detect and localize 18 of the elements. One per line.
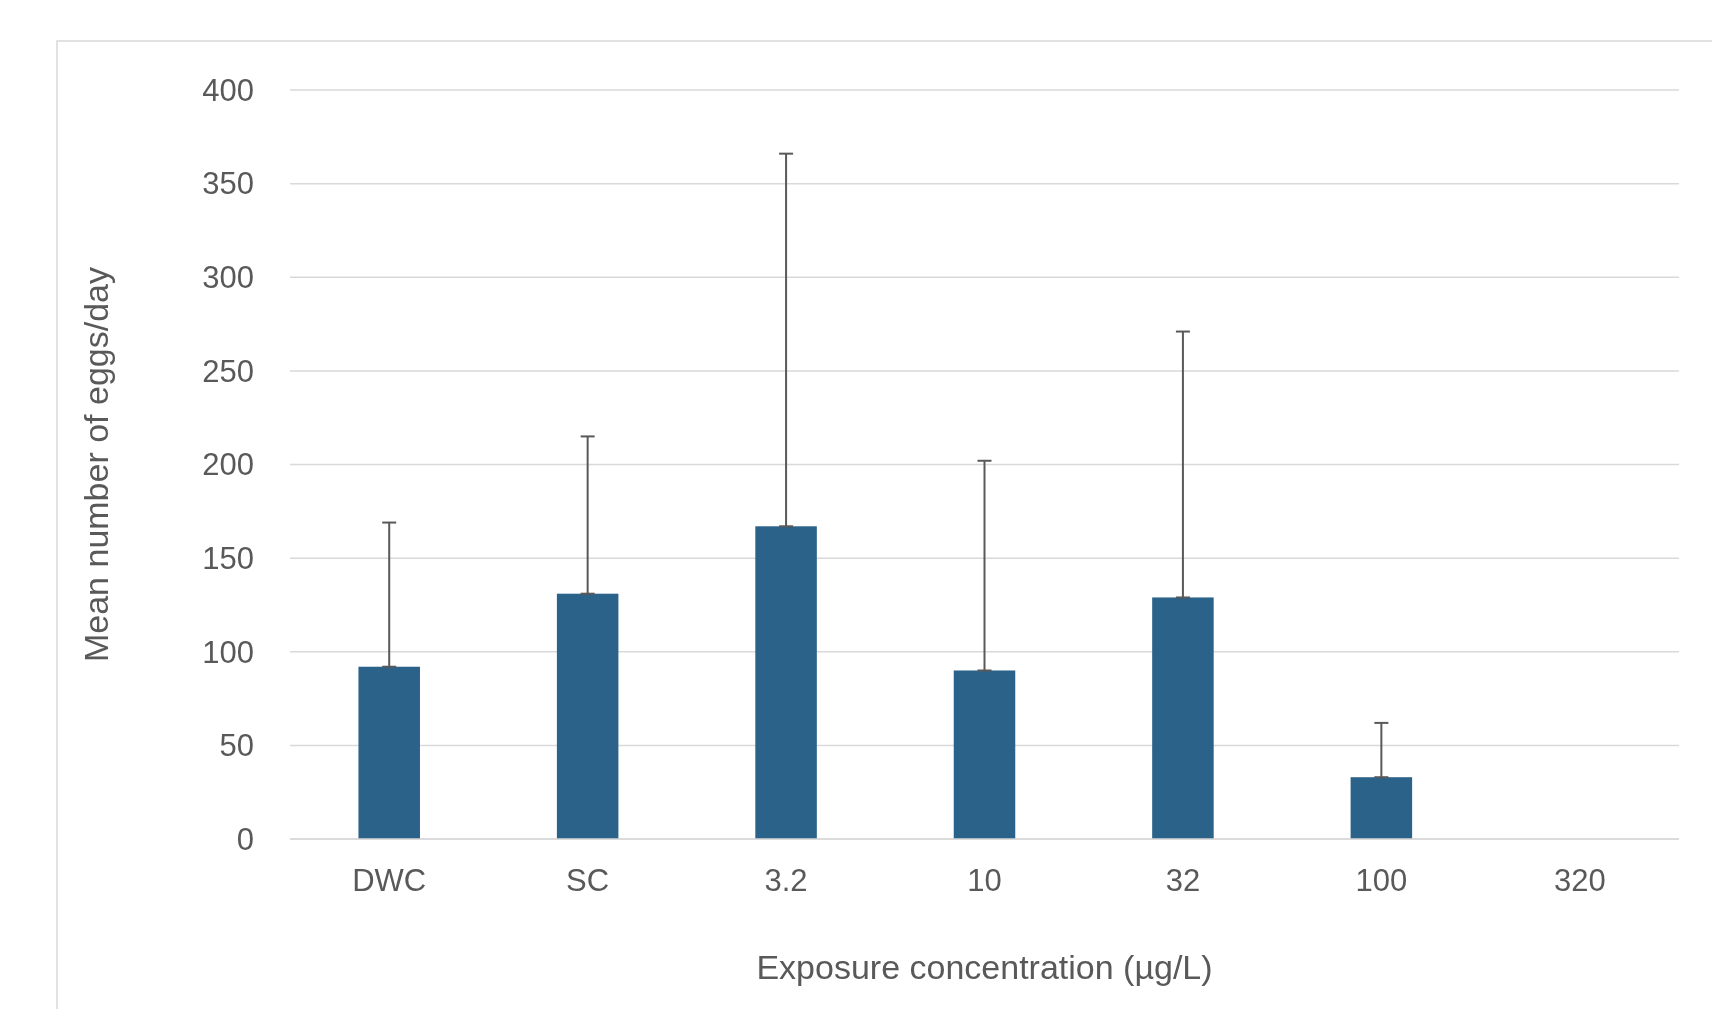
y-tick-label: 0 [236, 821, 254, 857]
x-tick-label: 32 [1165, 863, 1201, 898]
y-tick-label: 300 [202, 260, 254, 296]
y-axis-title: Mean number of eggs/day [77, 266, 115, 663]
y-tick-label: 200 [202, 447, 254, 483]
x-tick-label: SC [566, 863, 610, 898]
y-tick-label: 350 [202, 166, 254, 202]
x-tick-label: 320 [1553, 863, 1606, 898]
y-tick-label: 400 [202, 72, 254, 108]
x-tick-label: 10 [967, 863, 1002, 898]
y-tick-label: 150 [202, 540, 254, 576]
x-tick-label: 100 [1355, 863, 1408, 898]
x-tick-label: DWC [352, 863, 427, 898]
x-axis-title: Exposure concentration (µg/L) [756, 948, 1213, 986]
y-tick-label: 50 [219, 728, 254, 764]
y-tick-label: 100 [202, 634, 254, 670]
y-tick-label: 250 [202, 353, 254, 389]
x-tick-label: 3.2 [764, 863, 808, 898]
